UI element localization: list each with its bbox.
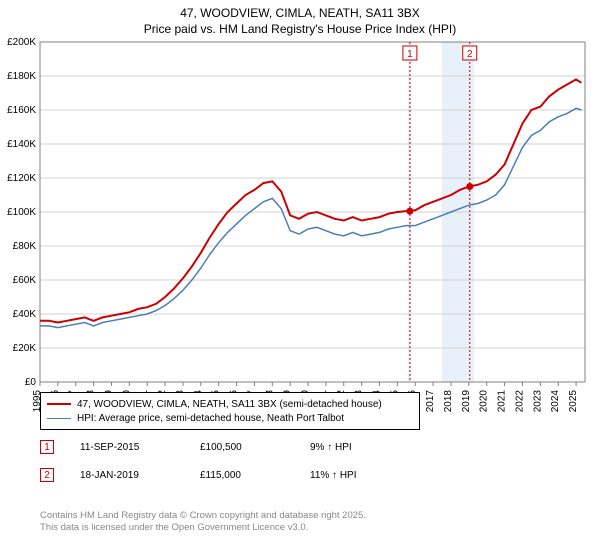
sale-row: 2 18-JAN-2019£115,00011% ↑ HPI [40,468,430,482]
legend-swatch [47,403,71,405]
chart-title: 47, WOODVIEW, CIMLA, NEATH, SA11 3BX Pri… [0,0,600,37]
legend-label: 47, WOODVIEW, CIMLA, NEATH, SA11 3BX (se… [77,399,382,410]
svg-text:£0: £0 [25,377,37,388]
chart: £0£20K£40K£60K£80K£100K£120K£140K£160K£1… [40,42,585,382]
svg-text:2020: 2020 [479,390,490,413]
sale-pct: 9% ↑ HPI [310,442,430,453]
footer-line1: Contains HM Land Registry data © Crown c… [40,510,366,521]
sale-marker: 1 [40,440,54,454]
svg-text:2: 2 [467,49,473,60]
legend-item: HPI: Average price, semi-detached house,… [47,411,413,425]
svg-text:£80K: £80K [13,241,37,252]
footer-line2: This data is licensed under the Open Gov… [40,522,308,533]
sale-date: 11-SEP-2015 [80,442,200,453]
svg-text:2018: 2018 [443,390,454,413]
svg-text:£180K: £180K [7,71,36,82]
sale-pct: 11% ↑ HPI [310,470,430,481]
svg-text:£60K: £60K [13,275,37,286]
sale-row: 1 11-SEP-2015£100,5009% ↑ HPI [40,440,430,454]
svg-text:2023: 2023 [532,390,543,413]
svg-text:£140K: £140K [7,139,36,150]
svg-text:2017: 2017 [425,390,436,413]
footer: Contains HM Land Registry data © Crown c… [40,510,366,534]
svg-text:£200K: £200K [7,37,36,48]
svg-text:2025: 2025 [568,390,579,413]
legend: 47, WOODVIEW, CIMLA, NEATH, SA11 3BX (se… [40,392,420,430]
svg-text:2021: 2021 [497,390,508,413]
svg-text:2019: 2019 [461,390,472,413]
sale-price: £100,500 [200,442,310,453]
svg-text:£20K: £20K [13,343,37,354]
title-line2: Price paid vs. HM Land Registry's House … [144,22,456,36]
title-line1: 47, WOODVIEW, CIMLA, NEATH, SA11 3BX [180,6,420,20]
svg-text:2024: 2024 [550,390,561,413]
sale-marker: 2 [40,468,54,482]
svg-text:£120K: £120K [7,173,36,184]
sale-price: £115,000 [200,470,310,481]
svg-text:1: 1 [407,49,413,60]
svg-text:£40K: £40K [13,309,37,320]
legend-swatch [47,418,71,419]
sale-date: 18-JAN-2019 [80,470,200,481]
svg-text:£100K: £100K [7,207,36,218]
legend-item: 47, WOODVIEW, CIMLA, NEATH, SA11 3BX (se… [47,397,413,411]
svg-text:£160K: £160K [7,105,36,116]
svg-text:2022: 2022 [514,390,525,413]
legend-label: HPI: Average price, semi-detached house,… [77,413,344,424]
